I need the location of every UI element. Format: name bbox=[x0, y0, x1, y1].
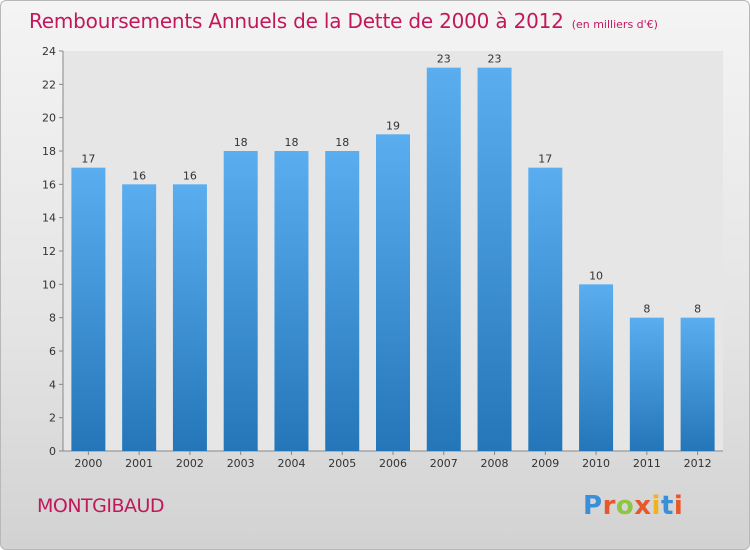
data-label: 18 bbox=[284, 136, 298, 149]
y-tick-label: 18 bbox=[42, 145, 56, 158]
bar bbox=[223, 151, 258, 451]
data-label: 16 bbox=[183, 169, 197, 182]
bar bbox=[274, 151, 309, 451]
data-label: 23 bbox=[488, 53, 502, 66]
y-tick-label: 10 bbox=[42, 278, 56, 291]
data-labels: 17 16 16 18 18 18 19 23 23 17 10 8 8 bbox=[81, 53, 701, 316]
logo-letter: i bbox=[673, 491, 684, 521]
x-tick-label: 2005 bbox=[328, 457, 356, 470]
logo-letter: x bbox=[634, 491, 652, 521]
data-label: 8 bbox=[643, 303, 650, 316]
y-tick-label: 22 bbox=[42, 78, 56, 91]
x-tick-label: 2007 bbox=[430, 457, 458, 470]
y-tick-label: 4 bbox=[49, 378, 56, 391]
chart-title: Remboursements Annuels de la Dette de 20… bbox=[29, 9, 658, 33]
y-tick-label: 24 bbox=[42, 45, 56, 58]
bar bbox=[579, 284, 614, 451]
y-tick-label: 6 bbox=[49, 345, 56, 358]
bar bbox=[629, 317, 664, 451]
bar bbox=[71, 167, 106, 451]
y-tick-label: 2 bbox=[49, 412, 56, 425]
x-tick-label: 2011 bbox=[633, 457, 661, 470]
x-tick-label: 2001 bbox=[125, 457, 153, 470]
data-label: 23 bbox=[437, 53, 451, 66]
bar bbox=[477, 67, 512, 452]
bar bbox=[680, 317, 715, 451]
y-tick-label: 16 bbox=[42, 178, 56, 191]
x-tick-label: 2009 bbox=[531, 457, 559, 470]
bars bbox=[71, 67, 715, 452]
x-tick-label: 2008 bbox=[481, 457, 509, 470]
logo-letter: r bbox=[602, 491, 616, 521]
location-name: MONTGIBAUD bbox=[37, 495, 165, 517]
x-tick-label: 2004 bbox=[277, 457, 305, 470]
x-tick-label: 2012 bbox=[684, 457, 712, 470]
x-tick-label: 2003 bbox=[227, 457, 255, 470]
bar bbox=[122, 184, 157, 452]
data-label: 10 bbox=[589, 269, 603, 282]
data-label: 17 bbox=[81, 153, 95, 166]
proxiti-logo[interactable]: Proxiti bbox=[583, 491, 683, 521]
data-label: 19 bbox=[386, 119, 400, 132]
logo-letter: i bbox=[651, 491, 661, 521]
x-tick-label: 2006 bbox=[379, 457, 407, 470]
y-tick-label: 20 bbox=[42, 112, 56, 125]
data-label: 17 bbox=[538, 153, 552, 166]
logo-letter: t bbox=[660, 491, 674, 521]
y-tick-label: 8 bbox=[49, 312, 56, 325]
data-label: 16 bbox=[132, 169, 146, 182]
bar bbox=[325, 151, 360, 451]
logo-letter: o bbox=[615, 491, 635, 521]
data-label: 18 bbox=[335, 136, 349, 149]
data-label: 8 bbox=[694, 303, 701, 316]
bar bbox=[426, 67, 461, 452]
chart-title-text: Remboursements Annuels de la Dette de 20… bbox=[29, 9, 564, 33]
x-tick-label: 2002 bbox=[176, 457, 204, 470]
y-tick-label: 14 bbox=[42, 212, 56, 225]
y-tick-label: 12 bbox=[42, 245, 56, 258]
logo-letter: P bbox=[583, 491, 603, 521]
x-tick-label: 2000 bbox=[74, 457, 102, 470]
x-tick-label: 2010 bbox=[582, 457, 610, 470]
bar bbox=[376, 134, 410, 452]
data-label: 18 bbox=[234, 136, 248, 149]
y-tick-label: 0 bbox=[49, 445, 56, 458]
bar bbox=[172, 184, 207, 452]
bar bbox=[528, 167, 563, 451]
chart-unit: (en milliers d'€) bbox=[571, 18, 658, 31]
